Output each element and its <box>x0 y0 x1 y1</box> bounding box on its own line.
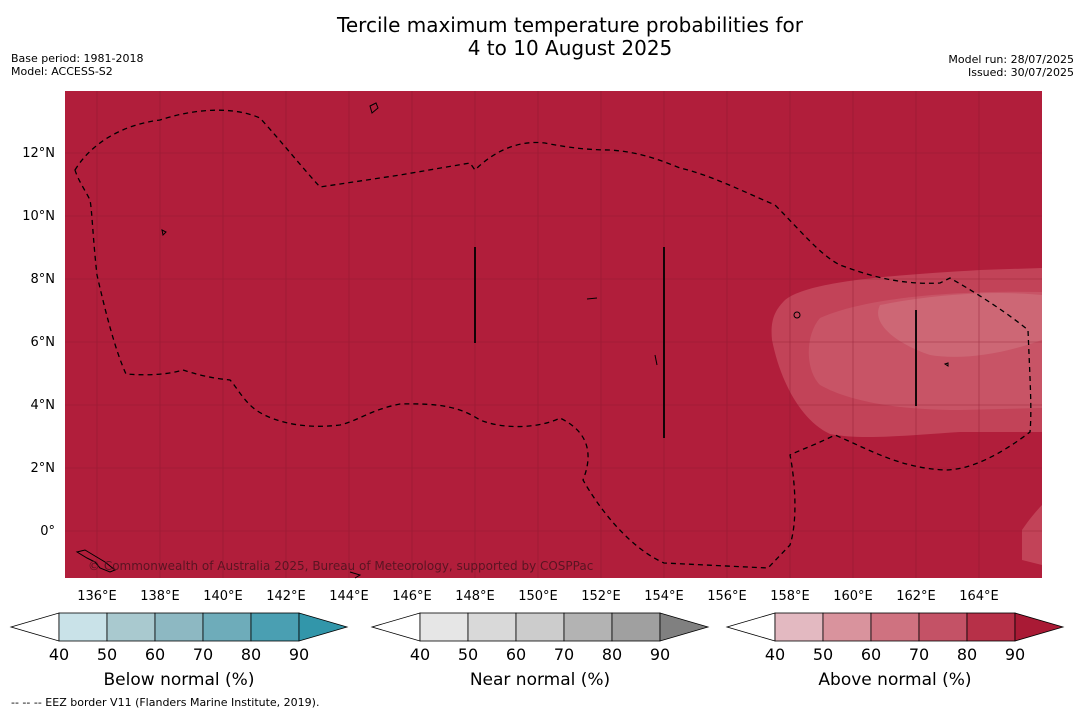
base-period: Base period: 1981-2018 <box>11 52 144 65</box>
legend-swatch <box>611 612 661 642</box>
lat-label: 12°N <box>22 146 55 161</box>
legend-tick-label: 60 <box>145 645 165 664</box>
lon-label: 150°E <box>518 589 558 604</box>
lon-labels: 136°E 138°E 140°E 142°E 144°E 146°E 148°… <box>77 589 999 604</box>
legend-swatch <box>106 612 156 642</box>
legend-swatch <box>870 612 920 642</box>
map-title: Tercile maximum temperature probabilitie… <box>0 14 1085 60</box>
lat-labels: 12°N 10°N 8°N 6°N 4°N 2°N 0° <box>22 146 55 539</box>
legend-tick-label: 40 <box>410 645 430 664</box>
legend-swatch <box>419 612 469 642</box>
lon-label: 136°E <box>77 589 117 604</box>
legend-extend-high <box>1014 612 1065 642</box>
lat-label: 10°N <box>22 209 55 224</box>
legend-extend-low <box>725 612 776 642</box>
legend-title: Near normal (%) <box>470 670 610 690</box>
legend-colorbar: 40 50 60 70 80 90 Above normal (%) <box>725 612 1065 690</box>
lon-label: 152°E <box>581 589 621 604</box>
legend-extend-low <box>370 612 421 642</box>
issued-date: Issued: 30/07/2025 <box>967 66 1074 79</box>
legend-swatch <box>515 612 565 642</box>
legend-tick-label: 70 <box>554 645 574 664</box>
lon-label: 148°E <box>455 589 495 604</box>
lon-label: 144°E <box>329 589 369 604</box>
legend-extend-low <box>9 612 60 642</box>
map-title-line1: Tercile maximum temperature probabilitie… <box>337 13 803 37</box>
lat-label: 0° <box>40 524 55 539</box>
legend-extend-high <box>659 612 710 642</box>
lon-label: 158°E <box>770 589 810 604</box>
copyright-text: © Commonwealth of Australia 2025, Bureau… <box>88 559 593 573</box>
legend-tick-label: 90 <box>650 645 670 664</box>
model-name: Model: ACCESS-S2 <box>11 65 113 78</box>
legend-tick-label: 40 <box>49 645 69 664</box>
legend-swatch <box>966 612 1016 642</box>
lon-label: 160°E <box>833 589 873 604</box>
legend-title: Below normal (%) <box>104 670 255 690</box>
legend-swatch <box>918 612 968 642</box>
legend-tick-label: 60 <box>861 645 881 664</box>
legend-tick-label: 80 <box>602 645 622 664</box>
boundary-lines <box>474 247 917 438</box>
lat-label: 8°N <box>31 272 56 287</box>
lon-label: 140°E <box>203 589 243 604</box>
map-title-line2: 4 to 10 August 2025 <box>467 36 673 60</box>
legend-extend-high <box>298 612 349 642</box>
legend-swatch <box>822 612 872 642</box>
model-run: Model run: 28/07/2025 <box>948 53 1074 66</box>
legend-title: Above normal (%) <box>818 670 971 690</box>
lon-label: 156°E <box>707 589 747 604</box>
legend-tick-label: 50 <box>97 645 117 664</box>
meta-right: Model run: 28/07/2025 Issued: 30/07/2025 <box>948 53 1074 79</box>
legend-swatch <box>563 612 613 642</box>
legend-tick-label: 70 <box>909 645 929 664</box>
footnote: -- -- -- EEZ border V11 (Flanders Marine… <box>11 696 320 709</box>
meta-left: Base period: 1981-2018 Model: ACCESS-S2 <box>11 52 143 78</box>
legend-tick-label: 90 <box>1005 645 1025 664</box>
legend-tick-label: 50 <box>458 645 478 664</box>
legend-colorbar: 40 50 60 70 80 90 Near normal (%) <box>370 612 710 690</box>
lat-label: 6°N <box>31 335 56 350</box>
legend-tick-label: 40 <box>765 645 785 664</box>
legend-tick-label: 90 <box>289 645 309 664</box>
lon-label: 164°E <box>959 589 999 604</box>
legend-tick-label: 50 <box>813 645 833 664</box>
lon-label: 162°E <box>896 589 936 604</box>
lat-label: 4°N <box>31 398 56 413</box>
legend-tick-label: 80 <box>957 645 977 664</box>
legend-colorbar: 40 50 60 70 80 90 Below normal (%) <box>9 612 349 690</box>
lon-label: 154°E <box>644 589 684 604</box>
legend-tick-label: 60 <box>506 645 526 664</box>
legend-tick-label: 70 <box>193 645 213 664</box>
eez-borders <box>74 109 1032 569</box>
islands <box>75 102 949 579</box>
legend-swatch <box>467 612 517 642</box>
legend-swatch <box>250 612 300 642</box>
lat-label: 2°N <box>31 461 56 476</box>
legend-swatch <box>202 612 252 642</box>
legends: 40 50 60 70 80 90 Below normal (%) 40 50 60 70 80 90… <box>9 612 1065 690</box>
legend-tick-label: 80 <box>241 645 261 664</box>
legend-swatch <box>154 612 204 642</box>
lon-label: 142°E <box>266 589 306 604</box>
lon-label: 138°E <box>140 589 180 604</box>
lon-label: 146°E <box>392 589 432 604</box>
map-region-light-4 <box>1022 505 1042 565</box>
legend-swatch <box>58 612 108 642</box>
legend-swatch <box>774 612 824 642</box>
map-region-light-3 <box>878 293 1042 357</box>
